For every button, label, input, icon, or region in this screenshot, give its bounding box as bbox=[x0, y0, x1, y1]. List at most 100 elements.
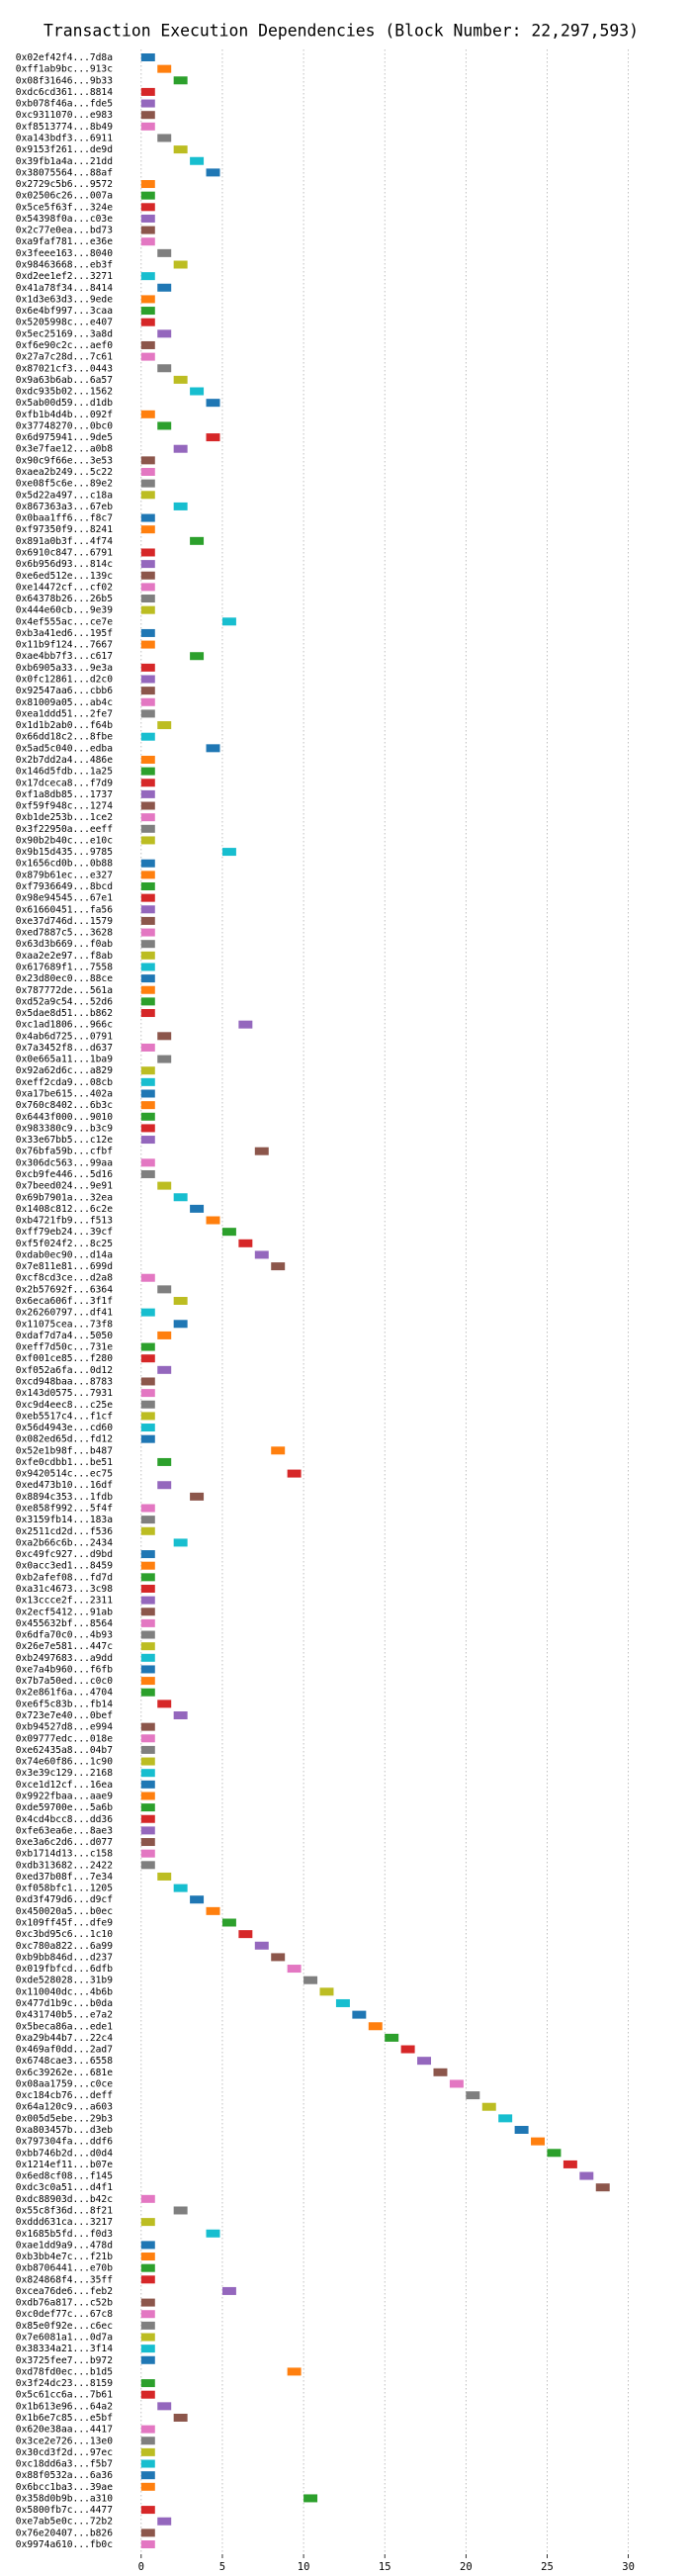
y-tick-label: 0xeff2cda9...08cb bbox=[16, 1077, 113, 1088]
y-tick-label: 0xb1de253b...1ce2 bbox=[16, 812, 113, 823]
y-tick-label: 0x5c61cc6a...7b61 bbox=[16, 2390, 113, 2401]
y-tick-label: 0x64378b26...26b5 bbox=[16, 594, 113, 604]
y-tick-label: 0xd3f479d6...d9cf bbox=[16, 1894, 113, 1905]
y-tick-label: 0xa17be615...402a bbox=[16, 1089, 113, 1100]
bar bbox=[140, 663, 155, 672]
bar bbox=[140, 2333, 155, 2342]
y-tick-label: 0xc9311070...e983 bbox=[16, 110, 113, 121]
bar bbox=[140, 940, 155, 949]
bar bbox=[140, 1550, 155, 1559]
y-tick-label: 0xc1ad1806...966c bbox=[16, 1020, 113, 1031]
bar bbox=[140, 951, 155, 960]
bar bbox=[140, 1077, 155, 1086]
bar bbox=[140, 548, 155, 557]
y-tick-label: 0xfb1b4d4b...092f bbox=[16, 410, 113, 420]
bar bbox=[140, 836, 155, 845]
y-tick-label: 0x81009a05...ab4c bbox=[16, 697, 113, 708]
bar bbox=[140, 1677, 155, 1686]
y-tick-label: 0xc18dd6a3...f5b7 bbox=[16, 2459, 113, 2470]
bar bbox=[140, 859, 155, 868]
y-tick-label: 0x9b15d435...9785 bbox=[16, 847, 113, 858]
y-tick-label: 0x2b7dd2a4...486e bbox=[16, 755, 113, 766]
bar bbox=[140, 1608, 155, 1616]
y-tick-label: 0xa143bdf3...6911 bbox=[16, 133, 113, 143]
bar bbox=[140, 1596, 155, 1605]
bar bbox=[140, 1861, 155, 1870]
bar bbox=[221, 848, 236, 857]
bar bbox=[190, 1895, 205, 1904]
bar bbox=[140, 1803, 155, 1812]
bar bbox=[140, 318, 155, 326]
bar bbox=[157, 1457, 172, 1466]
y-tick-label: 0x3725fee7...b972 bbox=[16, 2355, 113, 2366]
y-tick-label: 0xdc3c0a51...d4f1 bbox=[16, 2182, 113, 2193]
y-tick-label: 0x9922fbaa...aae9 bbox=[16, 1791, 113, 1801]
y-tick-label: 0xb9bb846d...d237 bbox=[16, 1952, 113, 1963]
y-tick-label: 0x143d0575...7931 bbox=[16, 1388, 113, 1399]
y-tick-label: 0x5d22a497...c18a bbox=[16, 490, 113, 501]
y-tick-label: 0x92547aa6...cbb6 bbox=[16, 686, 113, 696]
bar bbox=[140, 1377, 155, 1386]
bar bbox=[140, 2540, 155, 2548]
bar bbox=[140, 2447, 155, 2456]
y-tick-label: 0x02506c26...007a bbox=[16, 191, 113, 202]
y-tick-label: 0xf8513774...8b49 bbox=[16, 122, 113, 133]
bar bbox=[140, 1826, 155, 1835]
bar bbox=[140, 1734, 155, 1743]
y-tick-label: 0xce1d12cf...16ea bbox=[16, 1780, 113, 1791]
y-tick-label: 0x787772de...561a bbox=[16, 985, 113, 996]
y-tick-label: 0x450020a5...b0ec bbox=[16, 1906, 113, 1917]
bar bbox=[140, 307, 155, 316]
y-tick-label: 0x6910c847...6791 bbox=[16, 547, 113, 558]
bar bbox=[190, 652, 205, 661]
bar bbox=[157, 283, 172, 292]
y-tick-label: 0x5ad5c040...edba bbox=[16, 743, 113, 754]
y-tick-label: 0x797304fa...ddf6 bbox=[16, 2137, 113, 2148]
y-tick-label: 0x98e94545...67e1 bbox=[16, 893, 113, 904]
bar bbox=[140, 813, 155, 822]
y-tick-label: 0x7b7a50ed...c0c0 bbox=[16, 1676, 113, 1687]
y-tick-label: 0x26e7e581...447c bbox=[16, 1641, 113, 1652]
bar bbox=[417, 2057, 432, 2066]
bar bbox=[140, 525, 155, 534]
y-tick-label: 0x983380c9...b3c9 bbox=[16, 1123, 113, 1134]
y-tick-label: 0x4cd4bcc8...dd36 bbox=[16, 1814, 113, 1825]
y-tick-label: 0x9153f261...de9d bbox=[16, 144, 113, 155]
y-tick-label: 0x98463668...eb3f bbox=[16, 260, 113, 271]
bar bbox=[206, 168, 220, 177]
y-tick-label: 0xdc935b02...1562 bbox=[16, 387, 113, 398]
bar bbox=[140, 2506, 155, 2515]
bar bbox=[140, 1745, 155, 1754]
bar bbox=[140, 2355, 155, 2364]
y-tick-label: 0x2729c5b6...9572 bbox=[16, 179, 113, 190]
bar bbox=[157, 1481, 172, 1490]
bar bbox=[221, 1918, 236, 1927]
y-tick-label: 0x7e811e81...699d bbox=[16, 1261, 113, 1272]
y-tick-label: 0x3159fb14...183a bbox=[16, 1515, 113, 1525]
y-tick-label: 0x146d5fdb...1a25 bbox=[16, 767, 113, 778]
y-tick-label: 0x90b2b40c...e10c bbox=[16, 835, 113, 846]
y-tick-label: 0xed37b08f...7e34 bbox=[16, 1872, 113, 1883]
y-tick-label: 0x2511cd2d...f536 bbox=[16, 1526, 113, 1537]
y-tick-label: 0xf97350f9...8241 bbox=[16, 524, 113, 535]
bar bbox=[140, 1308, 155, 1317]
y-tick-label: 0xb4721fb9...f513 bbox=[16, 1216, 113, 1227]
bar bbox=[140, 2253, 155, 2261]
bar bbox=[157, 1055, 172, 1063]
bar bbox=[173, 1320, 188, 1329]
bar bbox=[140, 1757, 155, 1766]
y-tick-label: 0xe3a6c2d6...d077 bbox=[16, 1837, 113, 1848]
y-tick-label: 0xbb746b2d...d0d4 bbox=[16, 2148, 113, 2159]
y-tick-label: 0x74e60f86...1c90 bbox=[16, 1757, 113, 1768]
bar bbox=[140, 1112, 155, 1121]
bar bbox=[140, 963, 155, 971]
bar bbox=[140, 1354, 155, 1363]
y-tick-label: 0x6748cae3...6558 bbox=[16, 2056, 113, 2067]
bar bbox=[335, 1998, 350, 2007]
bar bbox=[352, 2010, 367, 2019]
y-tick-label: 0xcea76de6...feb2 bbox=[16, 2286, 113, 2297]
bar bbox=[140, 605, 155, 614]
bar bbox=[173, 1884, 188, 1892]
y-tick-label: 0x879b61ec...e327 bbox=[16, 870, 113, 880]
y-tick-label: 0x469af0dd...2ad7 bbox=[16, 2045, 113, 2056]
